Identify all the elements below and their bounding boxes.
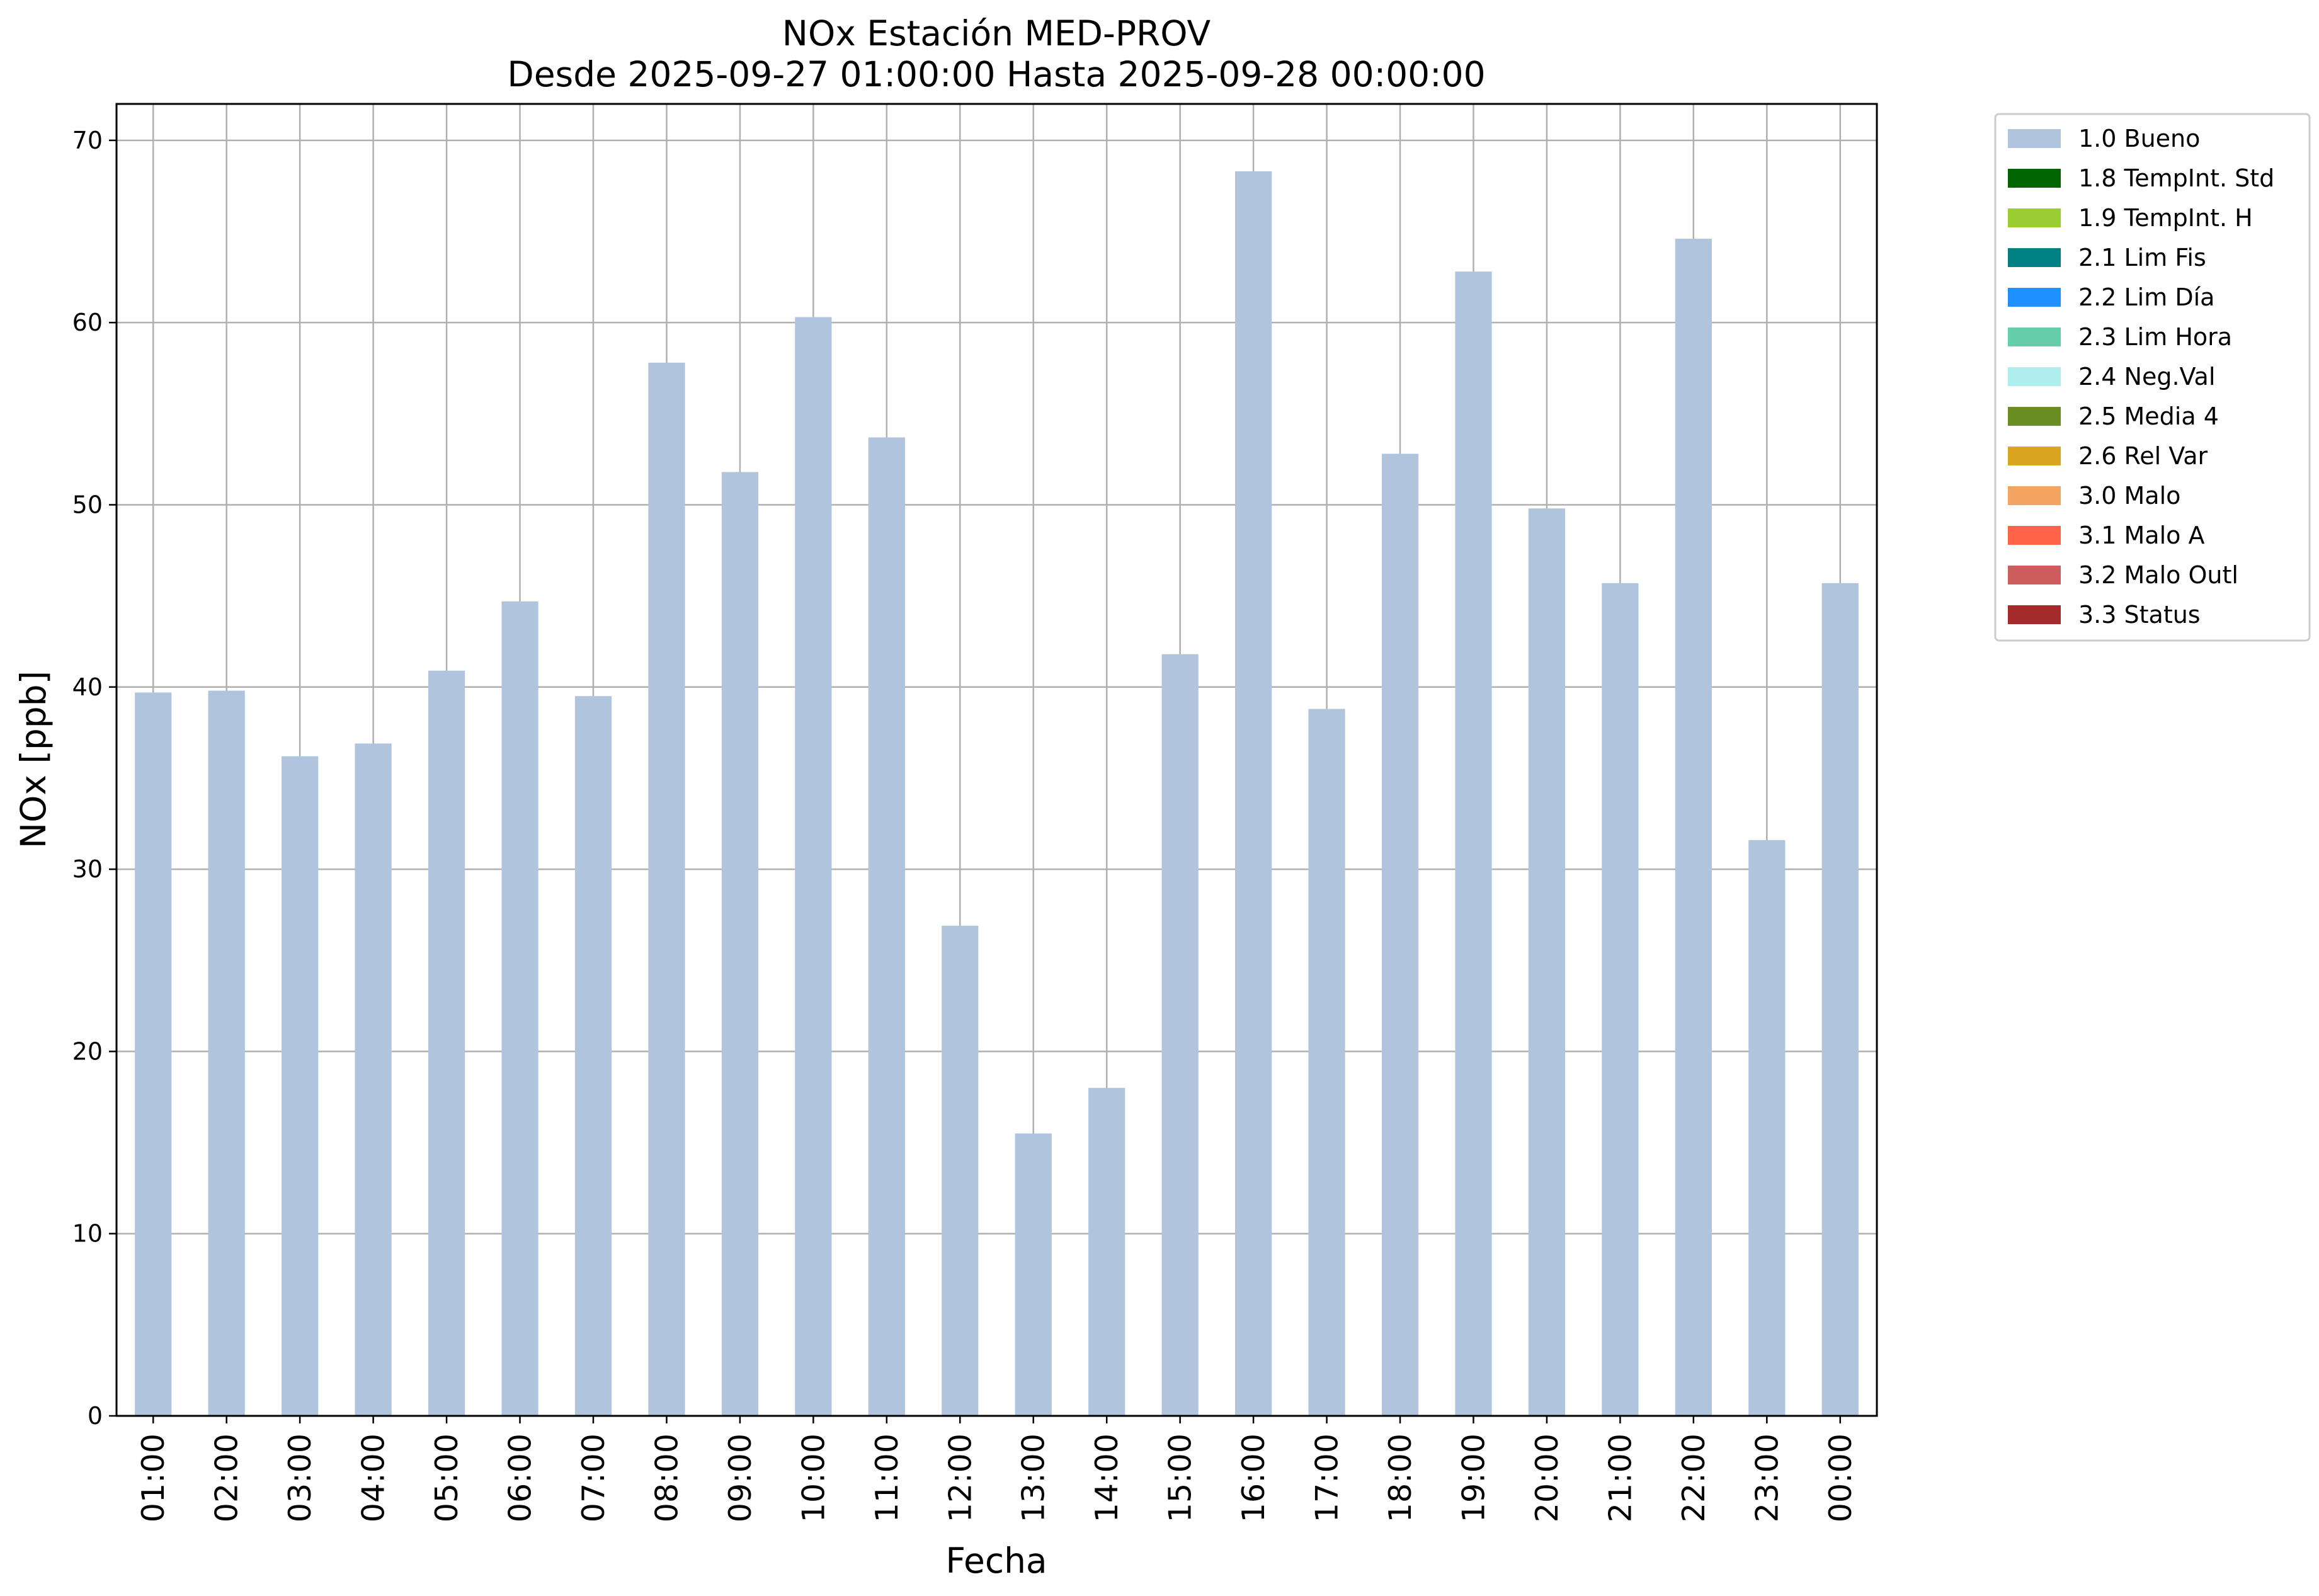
y-axis-ticks: 0 10 20 30 40 50 60 70 [72,127,117,1430]
x-tick-label: 14:00 [1089,1434,1125,1522]
x-tick-label: 04:00 [356,1434,392,1522]
bar-15:00 [1161,654,1199,1416]
bar-14:00 [1088,1088,1125,1416]
legend-swatch [2008,288,2061,307]
bar-12:00 [942,925,979,1416]
bar-07:00 [574,696,612,1416]
bar-11:00 [868,437,905,1416]
x-tick-label: 07:00 [576,1434,612,1522]
legend-swatch [2008,407,2061,426]
chart-title-line2: Desde 2025-09-27 01:00:00 Hasta 2025-09-… [507,54,1485,94]
legend-swatch [2008,129,2061,148]
bar-17:00 [1308,709,1345,1416]
legend-label: 1.9 TempInt. H [2078,204,2253,232]
y-tick-label: 60 [72,309,103,336]
x-tick-label: 13:00 [1016,1434,1052,1522]
chart-title-line1: NOx Estación MED-PROV [782,13,1211,54]
legend-label: 1.0 Bueno [2078,125,2200,152]
legend-swatch [2008,526,2061,545]
legend: 1.0 Bueno 1.8 TempInt. Std 1.9 TempInt. H 2… [1994,113,2311,642]
legend-swatch [2008,566,2061,584]
bar-03:00 [282,756,319,1416]
bar-09:00 [721,472,759,1416]
legend-label: 3.3 Status [2078,601,2201,629]
legend-swatch [2008,248,2061,267]
legend-swatch [2008,605,2061,624]
legend-label: 2.1 Lim Fis [2078,244,2206,271]
x-tick-label: 22:00 [1676,1434,1712,1522]
x-axis-ticks: 01:00 02:00 03:00 04:00 05:00 06:00 07:00 08:00… [135,1416,1859,1522]
y-tick-label: 0 [88,1402,103,1430]
legend-entries: 1.0 Bueno 1.8 TempInt. Std 1.9 TempInt. H 2… [2008,125,2274,629]
x-axis-label: Fecha [945,1541,1047,1581]
bar-06:00 [501,601,538,1416]
bar-13:00 [1015,1133,1052,1416]
bar-02:00 [208,690,245,1416]
bar-23:00 [1748,840,1786,1416]
y-tick-label: 30 [72,855,103,883]
legend-label: 3.1 Malo A [2078,522,2204,549]
x-tick-label: 17:00 [1309,1434,1345,1522]
x-tick-label: 08:00 [649,1434,685,1522]
bar-08:00 [648,362,685,1416]
x-tick-label: 10:00 [795,1434,831,1522]
legend-label: 3.0 Malo [2078,482,2180,510]
legend-swatch [2008,208,2061,227]
x-tick-label: 23:00 [1749,1434,1785,1522]
bar-21:00 [1602,583,1639,1416]
x-tick-label: 20:00 [1529,1434,1565,1522]
legend-frame [1994,113,2311,642]
x-tick-label: 03:00 [282,1434,318,1522]
plot-frame [115,103,1878,1417]
y-tick-label: 10 [72,1220,103,1248]
bar-18:00 [1381,453,1419,1416]
x-tick-label: 12:00 [942,1434,978,1522]
y-axis-label: NOx [ppb] [13,671,54,848]
bar-00:00 [1821,583,1859,1416]
legend-label: 2.2 Lim Día [2078,283,2214,311]
bar-05:00 [428,670,465,1416]
legend-label: 2.6 Rel Var [2078,442,2208,470]
x-tick-label: 18:00 [1382,1434,1418,1522]
legend-label: 3.2 Malo Outl [2078,561,2238,589]
bar-10:00 [795,317,832,1416]
bars [135,171,1859,1416]
x-tick-label: 21:00 [1602,1434,1638,1522]
legend-swatch [2008,486,2061,505]
x-tick-label: 16:00 [1236,1434,1272,1522]
legend-label: 2.3 Lim Hora [2078,323,2232,351]
bar-01:00 [135,692,172,1416]
legend-swatch [2008,328,2061,346]
bar-20:00 [1528,508,1566,1416]
x-tick-label: 09:00 [722,1434,758,1522]
legend-label: 1.8 TempInt. Std [2078,164,2274,192]
x-tick-label: 05:00 [429,1434,465,1522]
legend-swatch [2008,169,2061,188]
x-tick-label: 02:00 [209,1434,245,1522]
legend-label: 2.4 Neg.Val [2078,363,2215,390]
y-tick-label: 70 [72,127,103,154]
x-tick-label: 06:00 [503,1434,538,1522]
y-tick-label: 50 [72,491,103,518]
x-tick-label: 19:00 [1456,1434,1491,1522]
x-tick-label: 01:00 [135,1434,171,1522]
x-tick-label: 00:00 [1823,1434,1859,1522]
bar-22:00 [1675,239,1712,1416]
bar-16:00 [1234,171,1272,1416]
legend-label: 2.5 Media 4 [2078,402,2219,430]
legend-swatch [2008,367,2061,386]
x-tick-label: 11:00 [869,1434,905,1522]
bar-19:00 [1455,271,1492,1416]
legend-swatch [2008,447,2061,465]
y-tick-label: 20 [72,1037,103,1065]
x-tick-label: 15:00 [1163,1434,1199,1522]
bar-04:00 [355,743,392,1416]
y-tick-label: 40 [72,673,103,701]
